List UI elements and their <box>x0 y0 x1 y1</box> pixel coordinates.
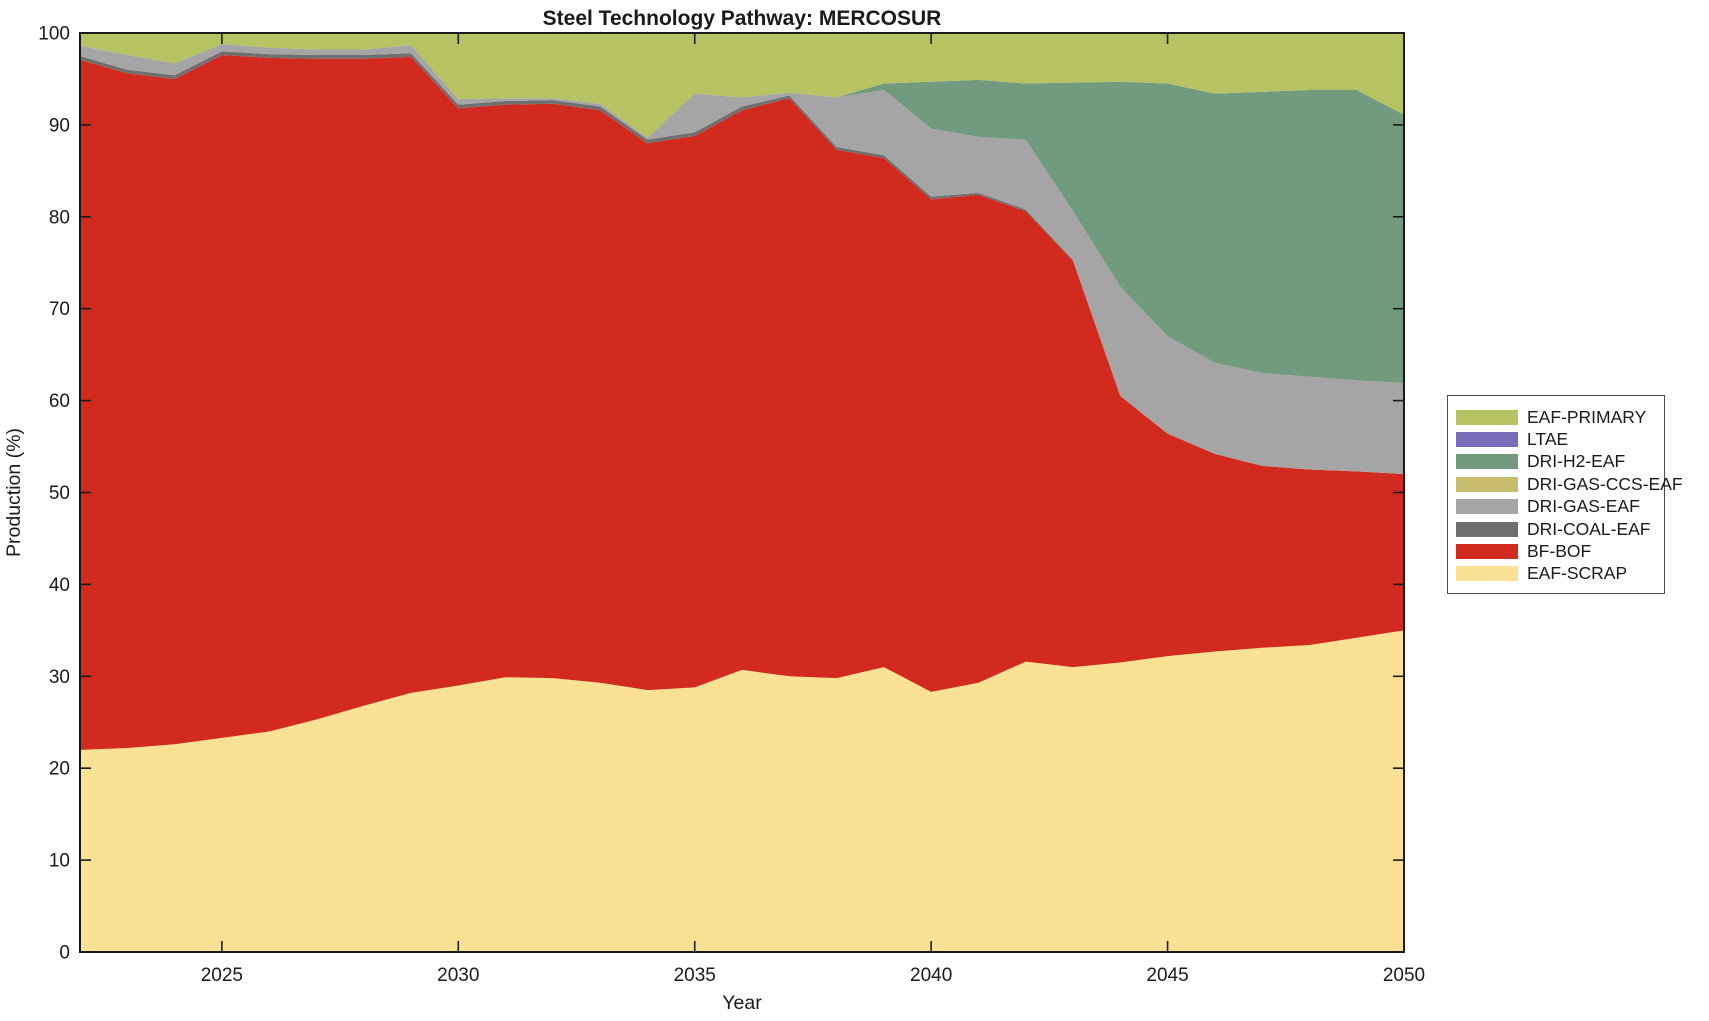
legend: EAF-PRIMARY LTAE DRI-H2-EAF DRI-GAS-CCS-EAF… <box>1447 395 1683 595</box>
x-tick-label: 2030 <box>437 965 479 986</box>
legend-swatch-dri-gas-ccs-eaf <box>1456 476 1518 492</box>
area-eaf-primary <box>80 33 1404 138</box>
legend-label: BF-BOF <box>1527 541 1592 562</box>
y-tick-label: 60 <box>49 391 70 412</box>
area-dri-h2-eaf <box>80 44 1404 384</box>
legend-label: DRI-H2-EAF <box>1527 451 1626 472</box>
y-tick-label: 70 <box>49 299 70 320</box>
legend-item-dri-coal-eaf: DRI-COAL-EAF <box>1456 518 1664 540</box>
legend-item-dri-h2-eaf: DRI-H2-EAF <box>1456 451 1664 473</box>
legend-label: LTAE <box>1527 429 1569 450</box>
x-axis-label: Year <box>722 992 762 1014</box>
x-tick-label: 2025 <box>201 965 243 986</box>
legend-swatch-eaf-primary <box>1456 409 1518 425</box>
legend-swatch-dri-gas-eaf <box>1456 499 1518 515</box>
x-tick-label: 2045 <box>1146 965 1188 986</box>
x-tick-label: 2050 <box>1383 965 1425 986</box>
legend-swatch-eaf-scrap <box>1456 566 1518 582</box>
y-tick-label: 50 <box>49 483 70 504</box>
y-axis-label: Production (%) <box>3 428 25 557</box>
area-dri-gas-eaf <box>80 44 1404 475</box>
legend-label: EAF-SCRAP <box>1527 563 1628 584</box>
y-tick-label: 90 <box>49 115 70 136</box>
legend-item-eaf-primary: EAF-PRIMARY <box>1456 406 1664 428</box>
legend-label: DRI-GAS-EAF <box>1527 496 1640 517</box>
x-tick-label: 2040 <box>910 965 952 986</box>
y-tick-label: 0 <box>59 943 70 964</box>
chart-title: Steel Technology Pathway: MERCOSUR <box>543 7 942 30</box>
legend-item-bf-bof: BF-BOF <box>1456 540 1664 562</box>
x-tick-label: 2035 <box>674 965 716 986</box>
axes: 2025 2030 2035 2040 2045 20500102030405060708… <box>38 24 1425 987</box>
y-tick-label: 10 <box>49 851 70 872</box>
area-eaf-scrap <box>80 630 1404 952</box>
area-bf-bof <box>80 55 1404 750</box>
y-tick-label: 20 <box>49 759 70 780</box>
legend-label: DRI-GAS-CCS-EAF <box>1527 473 1683 494</box>
legend-swatch-dri-h2-eaf <box>1456 454 1518 470</box>
y-tick-label: 40 <box>49 575 70 596</box>
y-tick-label: 100 <box>38 24 70 45</box>
legend-swatch-dri-coal-eaf <box>1456 521 1518 537</box>
legend-item-dri-gas-ccs-eaf: DRI-GAS-CCS-EAF <box>1456 473 1683 495</box>
legend-label: EAF-PRIMARY <box>1527 406 1647 427</box>
legend-item-ltae: LTAE <box>1456 428 1664 450</box>
stacked-areas <box>80 33 1404 952</box>
legend-swatch-ltae <box>1456 432 1518 448</box>
legend-item-dri-gas-eaf: DRI-GAS-EAF <box>1456 496 1664 518</box>
y-tick-label: 30 <box>49 667 70 688</box>
legend-swatch-bf-bof <box>1456 544 1518 560</box>
legend-item-eaf-scrap: EAF-SCRAP <box>1456 563 1664 585</box>
y-tick-label: 80 <box>49 207 70 228</box>
legend-label: DRI-COAL-EAF <box>1527 518 1651 539</box>
